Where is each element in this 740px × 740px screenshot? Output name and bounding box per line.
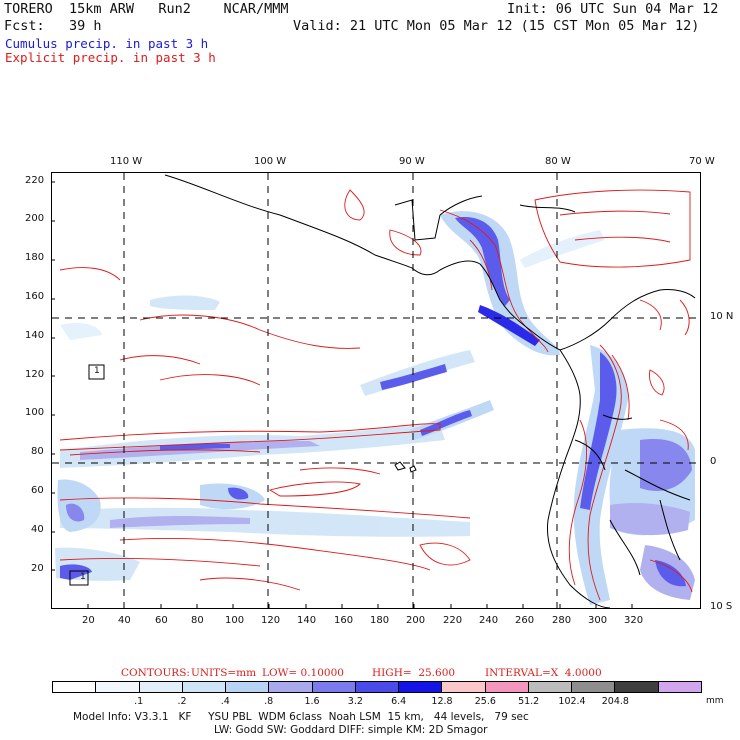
x-tick: 80 <box>191 615 204 626</box>
model-title: TORERO 15km ARW Run2 NCAR/MMM <box>4 1 289 17</box>
forecast-hour: Fcst: 39 h <box>4 18 102 34</box>
legend-unit: mm <box>706 696 724 706</box>
lon-label-100w: 100 W <box>254 156 287 167</box>
color-legend-bar <box>52 681 702 693</box>
x-tick: 300 <box>588 615 608 626</box>
y-tick: 220 <box>25 175 45 186</box>
legend-swatch <box>312 682 356 692</box>
x-tick: 280 <box>552 615 572 626</box>
lon-label-90w: 90 W <box>399 156 425 167</box>
y-tick: 40 <box>31 524 44 535</box>
legend-swatch <box>355 682 400 692</box>
lon-label-70w: 70 W <box>689 156 715 167</box>
lat-label-10n: 10 N <box>710 311 734 322</box>
legend-swatch <box>226 682 270 692</box>
legend-value: 12.8 <box>431 696 453 707</box>
init-time: Init: 06 UTC Sun 04 Mar 12 <box>507 1 719 17</box>
legend-value: .1 <box>134 696 144 707</box>
lon-label-110w: 110 W <box>110 156 143 167</box>
legend-value: 3.2 <box>347 696 363 707</box>
y-tick: 100 <box>25 407 45 418</box>
legend-swatch <box>139 682 183 692</box>
cumulus-precip-title: Cumulus precip. in past 3 h <box>5 36 209 51</box>
legend-swatch <box>96 682 140 692</box>
y-tick: 200 <box>25 213 45 224</box>
explicit-precip-title: Explicit precip. in past 3 h <box>5 50 216 65</box>
legend-swatch <box>182 682 227 692</box>
contours-low: LOW= 0.10000 <box>262 667 344 679</box>
physics-info: LW: Godd SW: Goddard DIFF: simple KM: 2D… <box>214 724 488 736</box>
model-info: Model Info: V3.3.1 KF YSU PBL WDM 6class… <box>73 711 529 723</box>
legend-value: .4 <box>220 696 230 707</box>
x-tick: 240 <box>479 615 499 626</box>
contours-interval: INTERVAL=X 4.0000 <box>485 667 602 679</box>
contours-label: CONTOURS: <box>121 667 190 679</box>
box-label: 1 <box>94 366 100 376</box>
legend-value: .2 <box>177 696 187 707</box>
x-tick: 140 <box>297 615 317 626</box>
lat-label-10s: 10 S <box>710 601 733 612</box>
coastlines <box>164 174 696 609</box>
legend-swatch <box>442 682 486 692</box>
x-tick: 120 <box>261 615 281 626</box>
legend-swatch <box>399 682 443 692</box>
box-label: 1 <box>80 572 86 582</box>
lon-label-80w: 80 W <box>545 156 571 167</box>
lat-label-0: 0 <box>710 456 717 467</box>
y-tick: 140 <box>25 330 45 341</box>
lat-lon-grid <box>52 173 700 608</box>
cumulus-precip-shading <box>55 211 695 605</box>
x-tick: 100 <box>225 615 245 626</box>
legend-swatch <box>53 682 97 692</box>
legend-value: 25.6 <box>474 696 496 707</box>
x-tick: 260 <box>515 615 535 626</box>
y-tick: 80 <box>31 446 44 457</box>
y-tick: 120 <box>25 369 45 380</box>
valid-time: Valid: 21 UTC Mon 05 Mar 12 (15 CST Mon … <box>293 18 700 34</box>
x-tick: 180 <box>370 615 390 626</box>
legend-value: 204.8 <box>601 696 629 707</box>
axis-ticks <box>51 181 633 609</box>
explicit-precip-contours <box>59 189 693 601</box>
x-tick: 40 <box>118 615 131 626</box>
contours-high: HIGH= 25.600 <box>372 667 456 679</box>
legend-value: 6.4 <box>391 696 407 707</box>
y-tick: 160 <box>25 291 45 302</box>
y-tick: 20 <box>31 563 44 574</box>
x-tick: 20 <box>82 615 95 626</box>
legend-swatch <box>485 682 529 692</box>
x-tick: 200 <box>406 615 426 626</box>
y-tick: 60 <box>31 485 44 496</box>
color-legend-labels: .1 .2 .4 .8 1.6 3.2 6.4 12.8 25.6 51.2 102.4 204.8 <box>52 696 702 708</box>
legend-swatch <box>528 682 573 692</box>
contours-units: UNITS=mm <box>191 667 257 679</box>
legend-swatch <box>658 682 701 692</box>
legend-swatch <box>615 682 659 692</box>
legend-value: 102.4 <box>558 696 586 707</box>
legend-value: .8 <box>264 696 274 707</box>
x-tick: 60 <box>155 615 168 626</box>
x-tick: 160 <box>334 615 354 626</box>
x-tick: 320 <box>624 615 644 626</box>
legend-swatch <box>572 682 616 692</box>
map-frame <box>51 172 701 609</box>
legend-swatch <box>269 682 313 692</box>
legend-value: 1.6 <box>304 696 320 707</box>
y-tick: 180 <box>25 252 45 263</box>
legend-value: 51.2 <box>518 696 540 707</box>
x-tick: 220 <box>443 615 463 626</box>
